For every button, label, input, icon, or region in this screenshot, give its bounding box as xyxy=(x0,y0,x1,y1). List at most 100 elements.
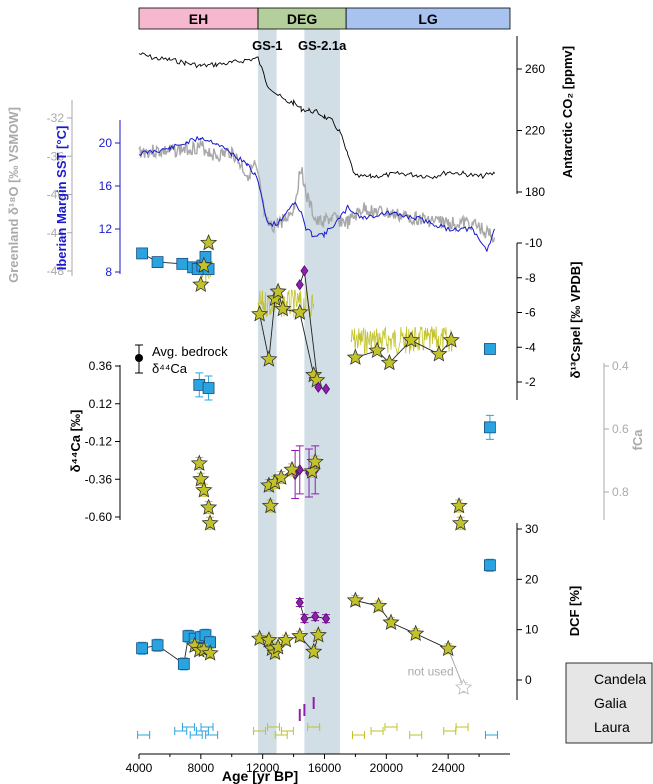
period-label-0: EH xyxy=(189,11,208,27)
fca-tick-label-2: 0.8 xyxy=(612,485,629,499)
d44ca-axis-title: δ⁴⁴Ca [‰] xyxy=(68,410,83,473)
stadial-band-1 xyxy=(304,29,340,754)
d13c-candela-point-13 xyxy=(442,331,460,348)
d13c-candela-extra-2 xyxy=(200,233,218,251)
bedrock-note-line2: δ⁴⁴Ca xyxy=(152,361,188,376)
age-control-0 xyxy=(137,731,151,739)
age-control-13 xyxy=(370,727,384,735)
dcf-tick-label-0: 0 xyxy=(525,673,532,687)
stadial-band-0 xyxy=(258,29,277,754)
d13c-highres-2 xyxy=(350,325,454,355)
d13c-candela-point-1 xyxy=(260,350,278,367)
d13c-candela-point-0 xyxy=(251,305,269,322)
co2-axis-title: Antarctic CO₂ [ppmv] xyxy=(560,46,575,178)
co2-tick-label-2: 260 xyxy=(525,62,545,76)
co2-tick-label-1: 220 xyxy=(525,124,545,138)
d13c-candela-point-3 xyxy=(269,282,287,299)
dcf-candela-point-16 xyxy=(407,624,425,642)
d13c-candela-point-4 xyxy=(274,299,292,317)
dcf-candela-point-10 xyxy=(291,627,309,644)
x-tick-label-1: 8000 xyxy=(187,761,214,775)
d44ca-candela-point-2 xyxy=(195,481,213,498)
d13c-laura-point-1 xyxy=(300,265,309,277)
dcf-laura-point-0 xyxy=(295,596,304,609)
sample-points: Avg. bedrock δ⁴⁴Ca not used xyxy=(135,233,590,739)
d44ca-tick-label-2: -0.12 xyxy=(85,435,113,449)
d13c-tick-label-0: -10 xyxy=(525,236,543,250)
x-tick-label-4: 20000 xyxy=(370,761,404,775)
d13c-tick-label-1: -8 xyxy=(525,271,536,285)
d13c-laura-point-0 xyxy=(295,279,304,291)
d44ca-candela-point-4 xyxy=(201,514,219,531)
d44ca-tick-label-3: -0.36 xyxy=(85,472,113,486)
dcf-laura-point-3 xyxy=(322,612,331,625)
d44ca-candela-point-10 xyxy=(303,462,321,479)
greenland-tick-label-0: -32 xyxy=(47,111,65,125)
axes: 4000 8000 12000 16000 20000 24000 Age [yr BP] 1… xyxy=(6,36,645,784)
age-control-12 xyxy=(352,731,366,739)
fca-tick-label-0: 0.4 xyxy=(612,359,629,373)
greenland-tick-label-2: -40 xyxy=(47,188,65,202)
dcf-candela-point-14 xyxy=(370,596,388,614)
x-tick-label-0: 4000 xyxy=(126,761,153,775)
legend-box xyxy=(565,662,653,744)
d44ca-candela-point-13 xyxy=(451,514,470,531)
d44ca-galia-point-2 xyxy=(484,421,496,434)
d13c-tick-label-4: -2 xyxy=(525,375,536,389)
d44ca-tick-label-1: 0.12 xyxy=(89,397,113,411)
d13c-candela-point-10 xyxy=(380,353,398,371)
x-tick-label-3: 16000 xyxy=(308,761,342,775)
period-label-2: LG xyxy=(418,11,438,27)
greenland-tick-label-4: -48 xyxy=(47,264,65,278)
d13c-candela-point-5 xyxy=(291,303,309,320)
d13c-candela-extra-1 xyxy=(195,256,213,273)
dcf-tick-label-3: 30 xyxy=(525,522,539,536)
d44ca-candela-point-1 xyxy=(192,470,210,487)
d44ca-tick-label-4: -0.60 xyxy=(85,510,113,524)
legend: Candela Galia Laura xyxy=(565,662,653,744)
x-axis-title: Age [yr BP] xyxy=(222,768,298,784)
d13c-candela-point-11 xyxy=(402,331,420,348)
dcf-tick-label-1: 10 xyxy=(525,623,539,637)
d13c-candela-link-a xyxy=(259,290,318,381)
legend-label-1: Galia xyxy=(594,695,627,711)
d44ca-candela-point-11 xyxy=(306,452,324,470)
bedrock-note-line1: Avg. bedrock xyxy=(152,344,228,359)
x-tick-label-2: 12000 xyxy=(246,761,280,775)
dcf-candela-link-c xyxy=(355,600,449,650)
d13c-galia-point-8 xyxy=(484,343,496,355)
d13c-laura-point-2 xyxy=(314,381,323,393)
d44ca-tick-label-0: 0.36 xyxy=(89,359,113,373)
dcf-galia-point-0 xyxy=(136,642,148,655)
stadial-label-0: GS-1 xyxy=(252,38,282,53)
greenland-tick-label-1: -36 xyxy=(47,149,65,163)
dcf-candela-point-12 xyxy=(309,626,327,643)
age-control-7 xyxy=(253,727,267,735)
d13c-galia-point-2 xyxy=(176,257,189,270)
age-control-11 xyxy=(307,723,321,731)
period-label-1: DEG xyxy=(287,11,317,27)
age-control-1 xyxy=(174,727,188,735)
sst-line xyxy=(138,135,495,252)
age-control-10 xyxy=(280,727,294,735)
fca-axis-title: fCa xyxy=(630,429,645,451)
sst-tick-label-1: 12 xyxy=(99,222,113,236)
age-control-6 xyxy=(205,731,219,739)
d13c-galia-point-1 xyxy=(151,256,164,269)
age-control-16 xyxy=(443,727,457,735)
dcf-laura-link xyxy=(299,602,327,620)
d44ca-candela-point-12 xyxy=(450,496,468,514)
stadial-label-1: GS-2.1a xyxy=(298,38,347,53)
sst-axis-title: Iberian Margin SST [°C] xyxy=(54,126,69,271)
age-control-5 xyxy=(200,723,214,731)
age-control-14 xyxy=(384,723,398,731)
fca-tick-label-1: 0.6 xyxy=(612,422,629,436)
period-box-2 xyxy=(345,7,511,30)
dcf-galia-point-1 xyxy=(151,639,164,652)
d44ca-galia-point-1 xyxy=(202,382,215,394)
stadial-bands xyxy=(258,29,340,754)
x-tick-label-5: 24000 xyxy=(431,761,465,775)
legend-label-2: Laura xyxy=(594,719,630,735)
dcf-laura-point-1 xyxy=(300,612,309,625)
